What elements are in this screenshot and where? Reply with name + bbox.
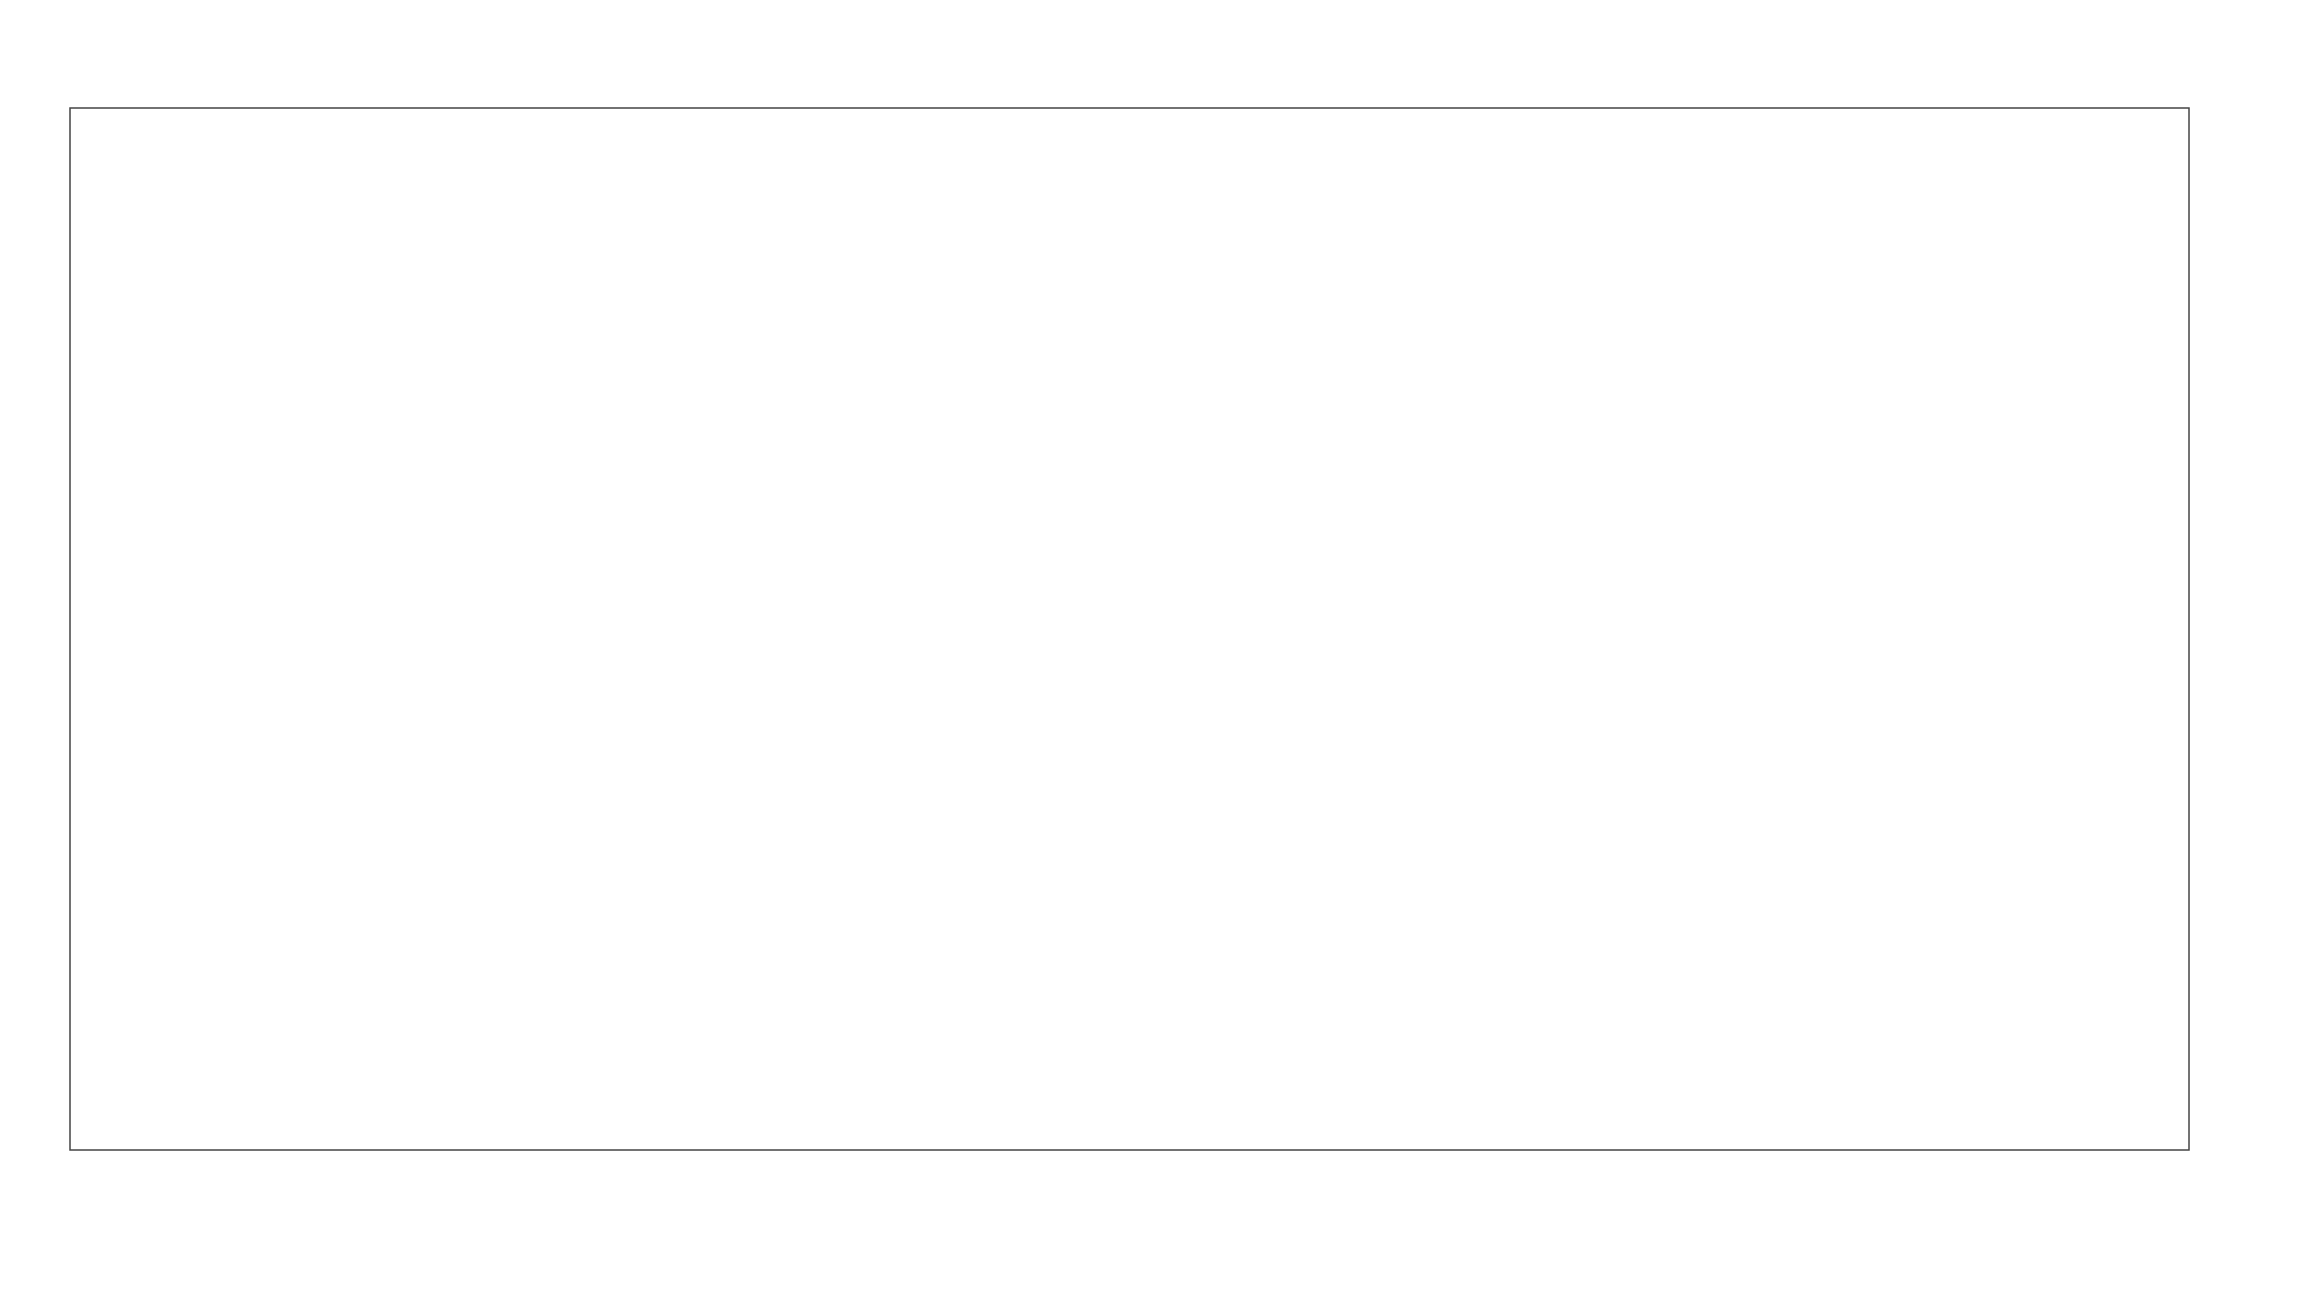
plot-frame bbox=[69, 107, 2190, 1151]
